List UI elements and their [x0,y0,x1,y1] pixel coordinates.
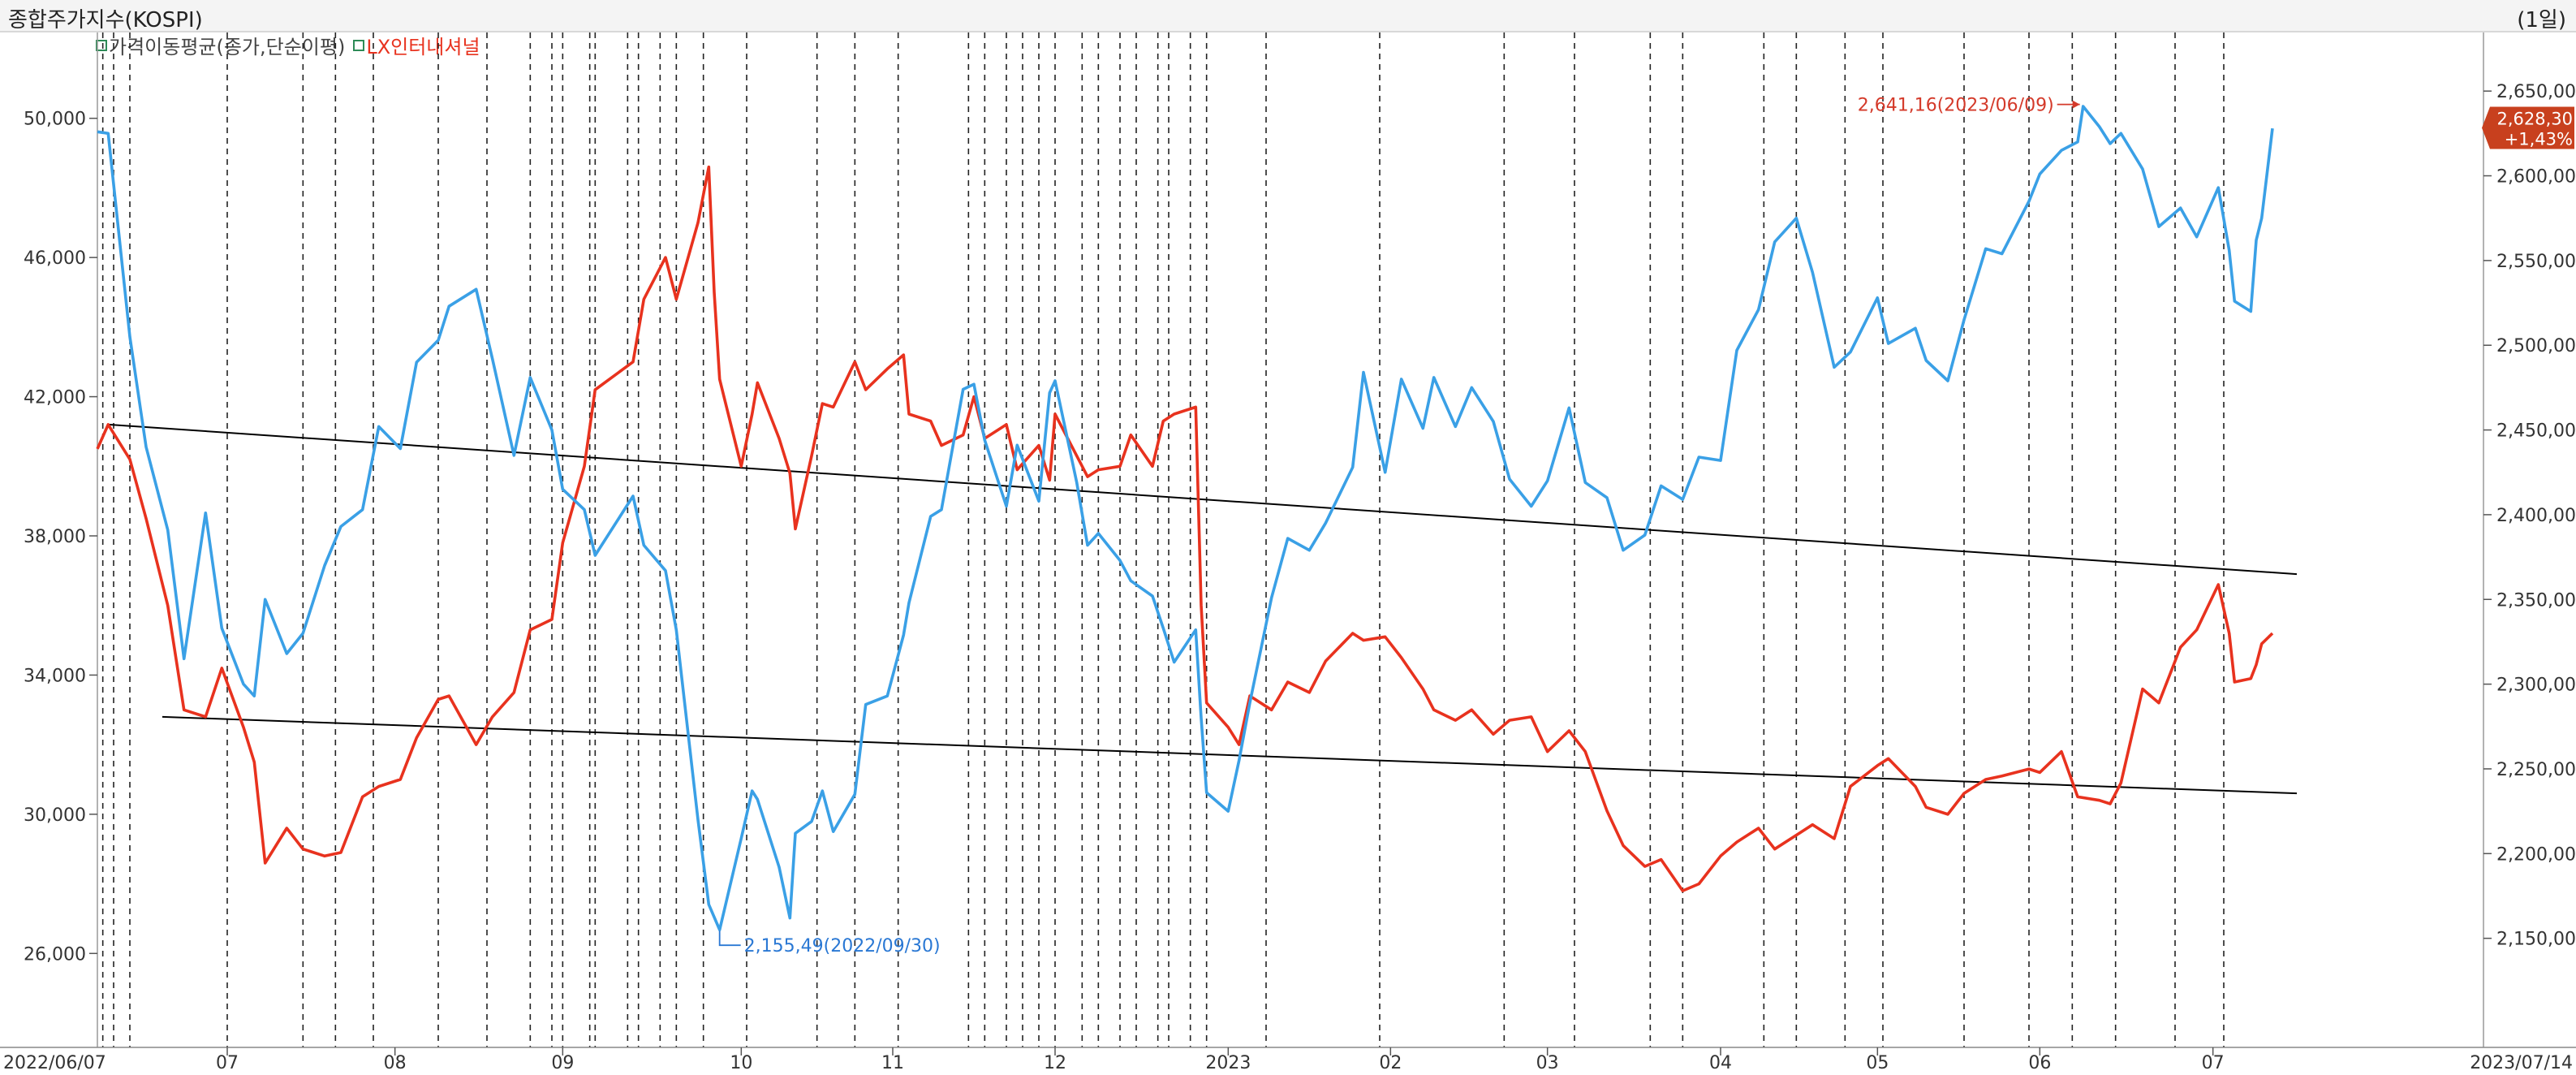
left-tick-label: 30,000 [24,805,86,826]
right-tick-label: 2,350,00 [2496,590,2576,611]
x-tick-label: 02 [1379,1053,1402,1073]
x-tick-label: 11 [881,1053,904,1073]
last-price-badge [2482,106,2574,149]
x-tick-label: 09 [551,1053,574,1073]
left-tick-label: 26,000 [24,944,86,965]
legend-item-moving-average[interactable]: 가격이동평균(종가,단순이평) [96,31,345,59]
x-axis-band [0,1047,2576,1075]
trendlines [108,423,2298,795]
right-tick-label: 2,300,00 [2496,676,2576,696]
left-tick-label: 38,000 [24,527,86,547]
trendline [108,423,2298,576]
chart-title: 종합주가지수(KOSPI) [8,8,203,32]
last-price-value: 2,628,30 [2496,109,2573,128]
x-tick-label: 2023 [1205,1053,1251,1073]
x-tick-label: 04 [1709,1053,1732,1073]
axes: 26,000 30,000 34,000 38,000 42,000 46,000 50,0… [0,32,2576,1075]
x-tick-label: 07 [2202,1053,2225,1073]
period-selector[interactable]: (1일) [2517,8,2566,32]
right-tick-label: 2,250,00 [2496,760,2576,780]
x-tick-label: 03 [1536,1053,1559,1073]
annotations: 2,641,16(2023/06/09) 2,155,49(2022/09/30)… [718,96,2574,956]
right-tick-label: 2,150,00 [2496,930,2576,950]
low-arrow [718,930,741,947]
left-tick-label: 42,000 [24,388,86,408]
low-annotation-label: 2,155,49(2022/09/30) [744,936,941,956]
right-tick-label: 2,600,00 [2496,167,2576,188]
x-tick-label: 07 [216,1053,239,1073]
right-tick-label: 2,550,00 [2496,252,2576,272]
last-price-change: +1,43% [2505,129,2573,149]
series-line-stock [96,165,2274,892]
checkbox-icon[interactable] [96,39,107,51]
trendline [162,715,2298,795]
high-annotation-label: 2,641,16(2023/06/09) [1858,96,2054,116]
right-tick-label: 2,200,00 [2496,844,2576,865]
series-lines [96,105,2274,931]
x-tick-label: 2022/06/07 [3,1053,106,1073]
right-tick-label: 2,500,00 [2496,336,2576,356]
x-tick-label: 12 [1044,1053,1066,1073]
right-tick-label: 2,400,00 [2496,506,2576,526]
x-tick-label: 05 [1866,1053,1889,1073]
left-tick-label: 34,000 [24,666,86,686]
chart-title-bar: 종합주가지수(KOSPI) (1일) [0,0,2576,32]
x-tick-label: 08 [384,1053,407,1073]
left-tick-label: 50,000 [24,110,86,130]
legend-label-stock: LX인터내셔널 [366,36,480,58]
legend-label-moving-average: 가격이동평균(종가,단순이평) [109,36,346,58]
x-tick-label: 06 [2028,1053,2051,1073]
legend: 가격이동평균(종가,단순이평) LX인터내셔널 [96,31,480,59]
legend-item-stock[interactable]: LX인터내셔널 [353,31,480,59]
high-arrow-head [2072,100,2080,109]
series-line-kospi [97,105,2274,931]
x-tick-label: 10 [730,1053,752,1073]
right-tick-label: 2,650,00 [2496,82,2576,102]
x-tick-label: 2023/07/14 [2470,1053,2573,1073]
left-tick-label: 46,000 [24,248,86,269]
checkbox-icon[interactable] [353,39,365,51]
event-lines [101,32,2225,1047]
right-tick-label: 2,450,00 [2496,421,2576,442]
